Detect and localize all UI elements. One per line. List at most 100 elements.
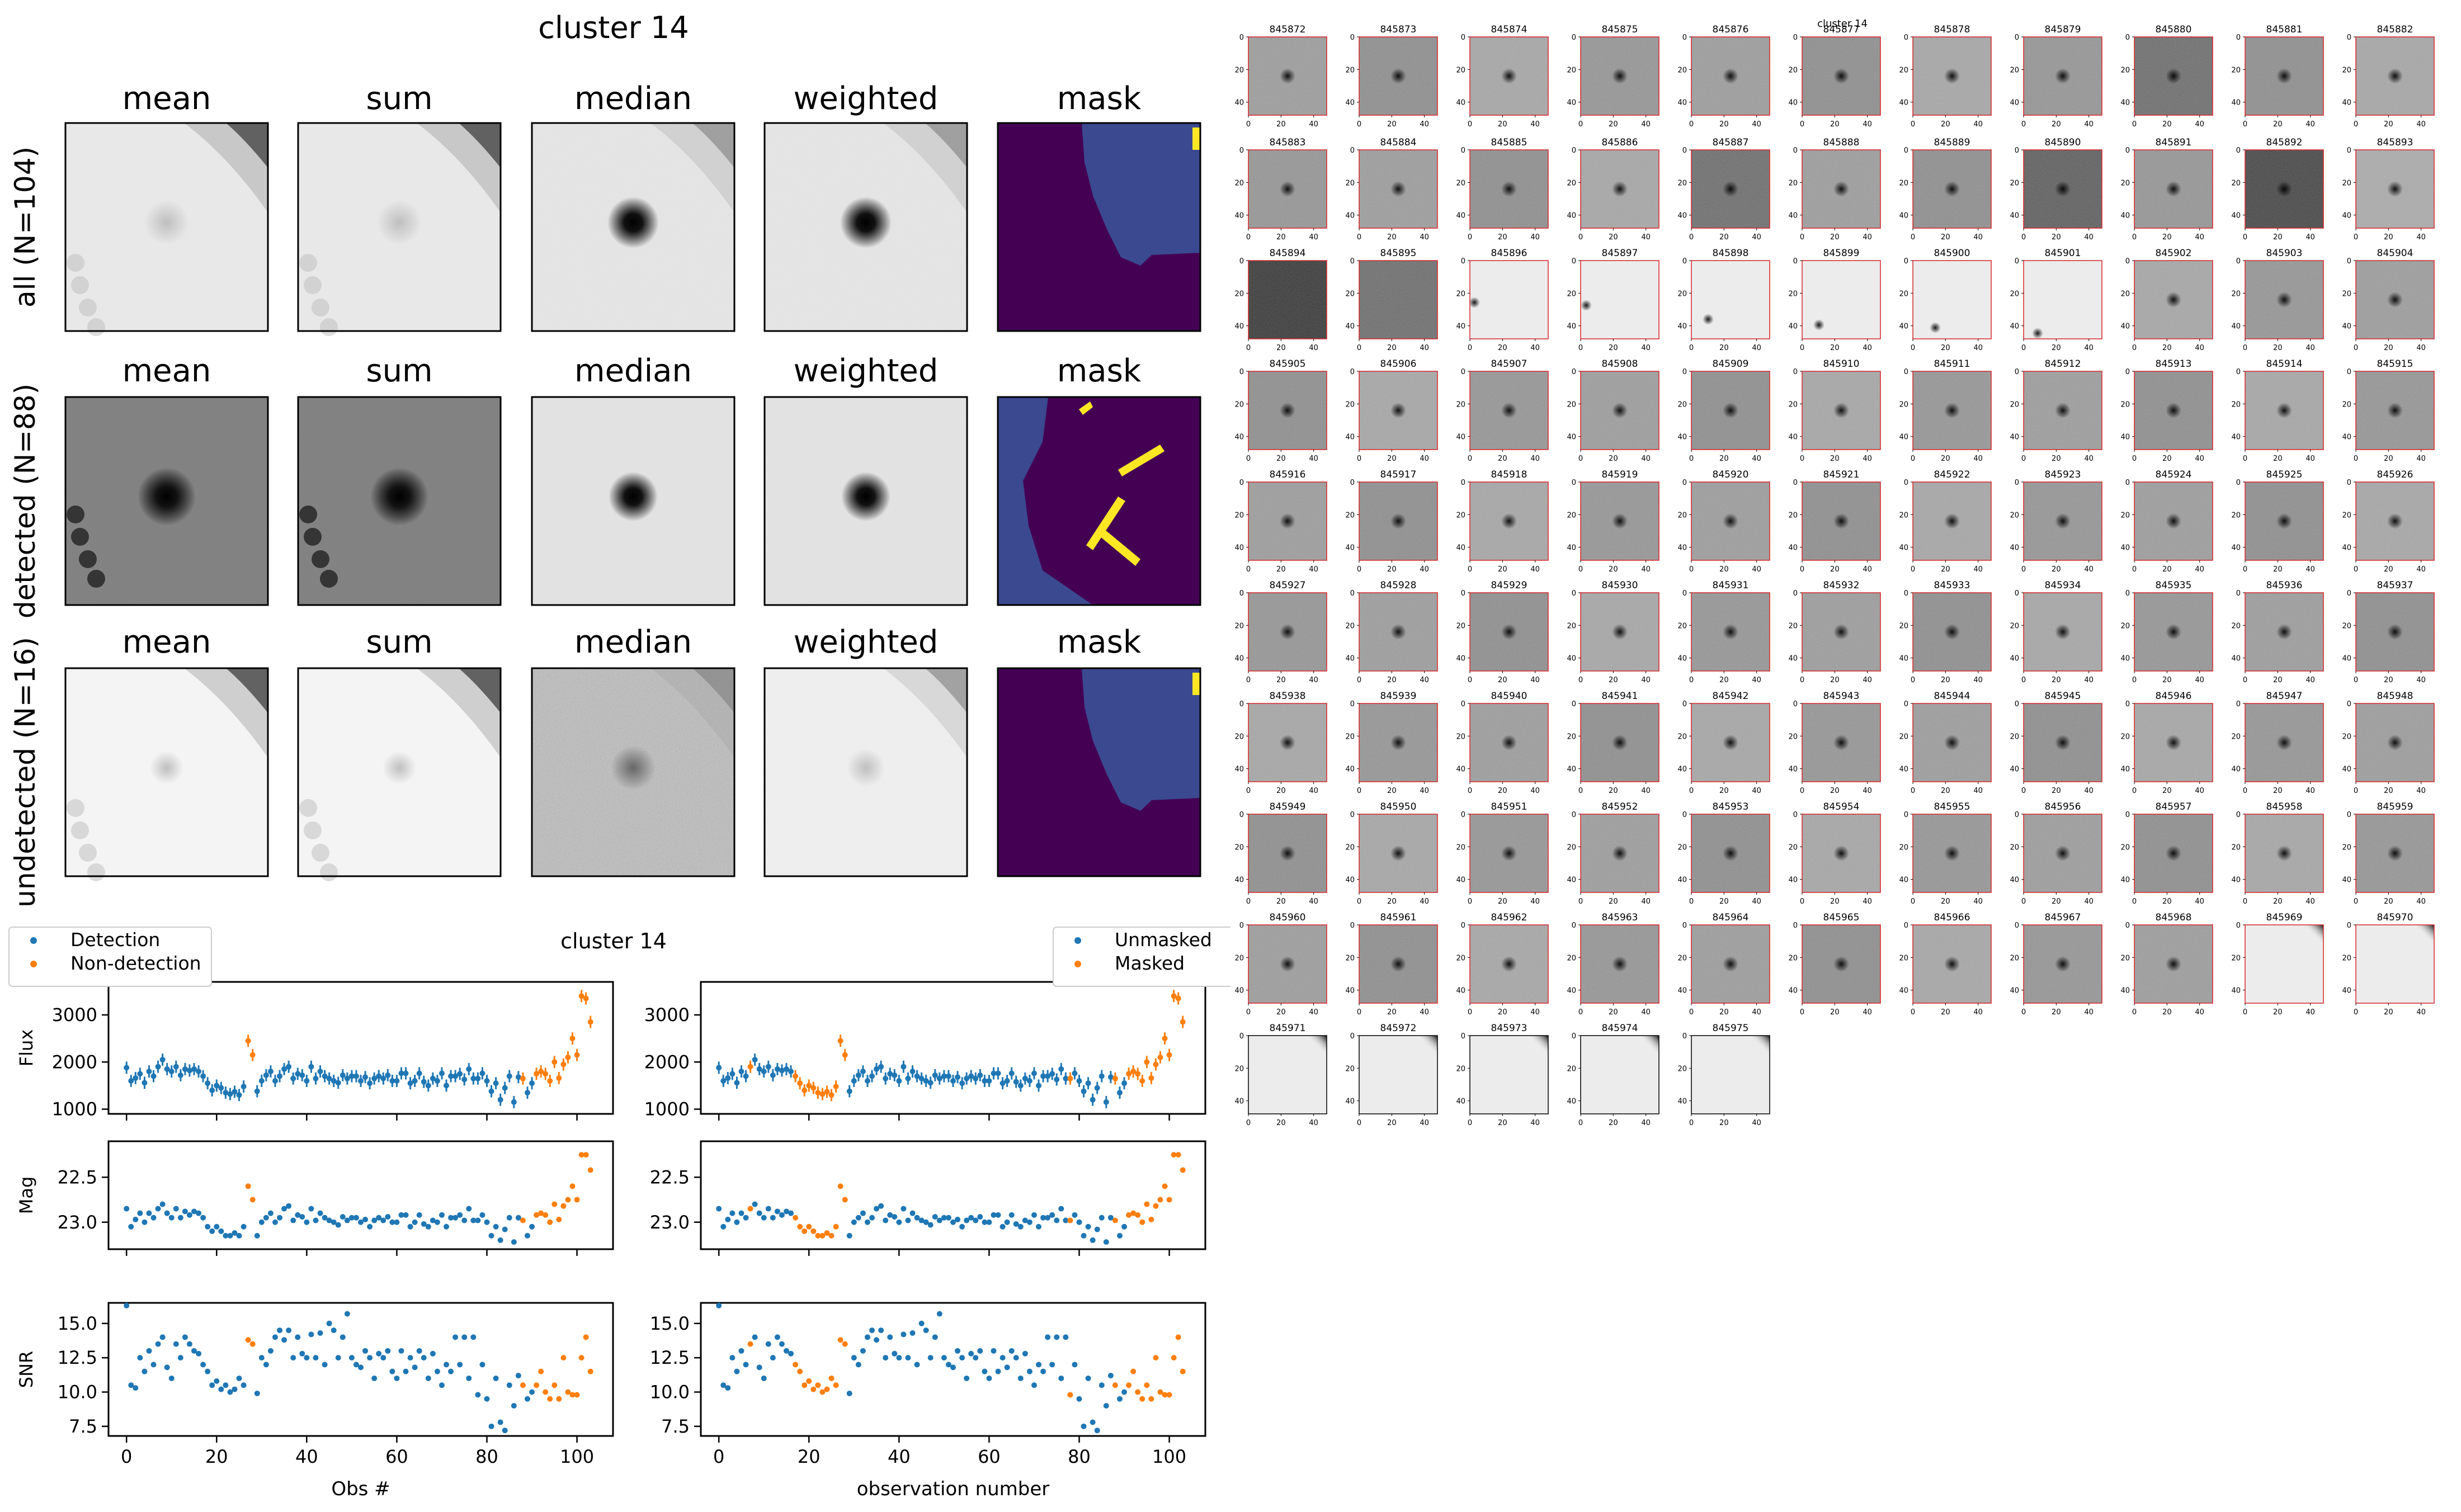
point <box>340 1214 346 1220</box>
cutout-ytick: 40 <box>2120 655 2130 663</box>
point <box>896 1078 902 1084</box>
cutout-xtick: 40 <box>2195 344 2204 352</box>
cutout-xtick: 20 <box>1830 233 1840 242</box>
point <box>444 1223 450 1230</box>
point <box>416 1070 422 1076</box>
cutout-xtick: 20 <box>1498 897 1507 906</box>
cutout-xtick: 20 <box>1941 897 1950 906</box>
cutout-ytick: 40 <box>1677 212 1687 220</box>
point <box>1045 1073 1051 1079</box>
point <box>1085 1223 1091 1230</box>
cutout-xtick: 40 <box>2195 120 2204 129</box>
cutout-xtick: 20 <box>1498 344 1507 352</box>
point <box>892 1350 898 1357</box>
point <box>376 1215 382 1221</box>
point <box>506 1073 512 1079</box>
point <box>200 1073 206 1079</box>
cutout-xtick: 0 <box>1246 455 1251 463</box>
cutout-ytick: 40 <box>1567 99 1576 107</box>
cutout-xtick: 20 <box>1498 787 1507 795</box>
point <box>168 1375 175 1381</box>
point <box>905 1217 911 1223</box>
point <box>1121 1223 1128 1230</box>
point <box>493 1080 499 1086</box>
cutout-ytick: 20 <box>1677 400 1687 409</box>
ytick-label: 7.5 <box>661 1416 690 1437</box>
cutout-ytick: 20 <box>1567 511 1576 519</box>
point <box>901 1206 907 1212</box>
point <box>1130 1069 1137 1075</box>
cutout-id: 845899 <box>1823 248 1860 259</box>
cutout-xtick: 40 <box>2416 455 2426 463</box>
point <box>788 1210 794 1216</box>
cutout-ytick: 0 <box>1682 147 1687 155</box>
point <box>299 1214 305 1220</box>
point <box>909 1069 916 1075</box>
point <box>797 1368 803 1374</box>
xtick-label: 40 <box>888 1446 911 1467</box>
point <box>421 1079 427 1085</box>
cutout-id: 845877 <box>1823 24 1860 35</box>
cutout-ytick: 0 <box>1572 147 1576 155</box>
cutout-ytick: 0 <box>1572 257 1576 266</box>
cutout-id: 845942 <box>1713 691 1749 702</box>
cutout-xtick: 20 <box>2162 120 2172 129</box>
point <box>164 1066 170 1072</box>
point <box>371 1375 378 1381</box>
point <box>267 1348 274 1354</box>
cutout-id: 845915 <box>2377 358 2413 370</box>
point <box>747 1206 753 1212</box>
col-title-4: mask <box>1057 81 1142 117</box>
legend-marker <box>1074 961 1081 967</box>
cutout-xtick: 40 <box>1420 1119 1429 1127</box>
point <box>155 1206 161 1212</box>
point <box>348 1073 355 1079</box>
cutout-ytick: 0 <box>1572 368 1576 376</box>
point <box>434 1078 440 1084</box>
point <box>1004 1219 1010 1225</box>
point <box>205 1223 211 1230</box>
point <box>200 1215 206 1221</box>
cutout-xtick: 0 <box>1578 787 1583 795</box>
point <box>475 1392 481 1398</box>
point <box>331 1327 337 1334</box>
cutout-xtick: 0 <box>1911 787 1915 795</box>
cutout-ytick: 0 <box>1239 479 1244 487</box>
point <box>317 1069 323 1075</box>
legend-label: Unmasked <box>1115 929 1212 951</box>
point <box>569 1392 576 1398</box>
point <box>932 1072 938 1078</box>
row-label-0: all (N=104) <box>9 147 41 308</box>
point <box>547 1219 553 1225</box>
point <box>909 1210 916 1216</box>
cutout-ytick: 40 <box>2010 987 2019 995</box>
point <box>734 1368 740 1374</box>
cutout-ytick: 0 <box>1904 589 1908 598</box>
cutout-xtick: 40 <box>1863 120 1872 129</box>
cutout-id: 845960 <box>1270 912 1306 923</box>
point <box>380 1217 386 1223</box>
point <box>241 1084 247 1090</box>
cutout-ytick: 40 <box>1345 433 1355 442</box>
point <box>236 1375 242 1381</box>
point <box>452 1334 459 1340</box>
cutout-ytick: 0 <box>2015 34 2019 42</box>
point <box>774 1066 780 1072</box>
cutout-ytick: 20 <box>2231 66 2241 74</box>
cutout-ytick: 40 <box>1456 212 1465 220</box>
cutout-id: 845926 <box>2377 469 2413 480</box>
point <box>389 1219 395 1225</box>
cutout-xtick: 40 <box>2084 565 2094 574</box>
point <box>520 1217 526 1223</box>
cutout-ytick: 40 <box>1456 987 1465 995</box>
point <box>124 1065 130 1071</box>
cutout-xtick: 20 <box>1276 1008 1286 1017</box>
point <box>258 1355 265 1361</box>
